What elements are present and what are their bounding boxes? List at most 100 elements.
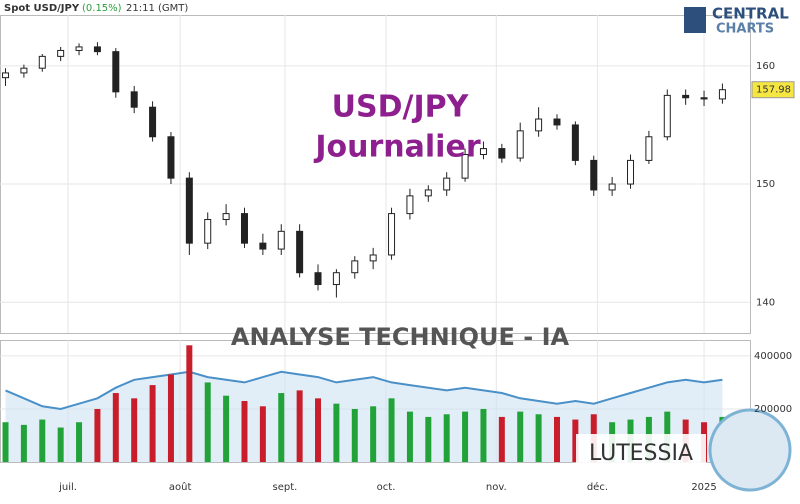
symbol: Spot USD/JPY xyxy=(4,3,80,14)
indicator-area xyxy=(5,371,723,462)
volume-bar xyxy=(517,411,524,462)
candle-body xyxy=(332,272,340,286)
candle-body xyxy=(461,153,469,179)
candle-body xyxy=(57,49,65,57)
volume-bar xyxy=(167,374,174,462)
logo-top: CENTRAL xyxy=(712,5,789,23)
x-tick-label: oct. xyxy=(377,482,396,493)
candle-body xyxy=(240,213,248,244)
candle-body xyxy=(627,159,635,185)
candle-body xyxy=(2,72,10,79)
volume-bar xyxy=(296,390,303,462)
volume-bar xyxy=(94,408,101,462)
candle-body xyxy=(296,230,304,274)
last-price-tag xyxy=(751,81,795,99)
candle-body xyxy=(718,89,726,100)
volume-bar xyxy=(315,398,322,462)
candle-body xyxy=(204,219,212,244)
candle-body xyxy=(93,46,101,53)
volume-bar xyxy=(572,419,579,462)
candle-body xyxy=(75,46,83,51)
candle-body xyxy=(130,91,138,108)
volume-bar xyxy=(39,419,46,462)
candle-body xyxy=(38,55,46,69)
volume-bar xyxy=(20,424,27,462)
y-tick-label: 150 xyxy=(756,179,775,190)
candle-body xyxy=(608,183,616,191)
candle-body xyxy=(222,213,230,221)
volume-bar xyxy=(223,395,230,462)
volume-bar xyxy=(406,411,413,462)
volume-bar xyxy=(2,422,9,462)
change: (0.15%) xyxy=(82,3,122,14)
volume-bar xyxy=(131,398,138,462)
candle-body xyxy=(20,67,28,74)
volume-bar xyxy=(112,393,119,462)
time: 21:11 (GMT) xyxy=(126,3,188,14)
overlay-title: USD/JPY xyxy=(332,90,470,125)
candle-body xyxy=(700,97,708,100)
candle-body xyxy=(369,254,377,262)
candle-body xyxy=(167,136,175,179)
candle-body xyxy=(682,94,690,99)
candle-body xyxy=(663,94,671,138)
volume-bar xyxy=(278,393,285,462)
candle-body xyxy=(314,272,322,286)
candle-body xyxy=(590,159,598,191)
candle-body xyxy=(535,118,543,132)
volume-tick-label: 400000 xyxy=(754,351,792,362)
x-tick-label: sept. xyxy=(273,482,298,493)
volume-bar xyxy=(241,401,248,462)
volume-bar xyxy=(498,416,505,462)
candle-body xyxy=(553,118,561,126)
x-tick-label: déc. xyxy=(587,481,608,493)
volume-bar xyxy=(76,422,83,462)
avatar xyxy=(708,408,792,492)
brand-box xyxy=(576,434,706,472)
brand: LUTESSIA xyxy=(589,441,693,466)
volume-tick-label: 200000 xyxy=(754,404,792,415)
x-tick-label: nov. xyxy=(486,482,507,493)
y-tick-label: 140 xyxy=(756,297,775,308)
x-tick-label: août xyxy=(169,481,192,493)
volume-bar xyxy=(535,414,542,462)
volume-bar xyxy=(204,382,211,462)
volume-bar xyxy=(388,398,395,462)
candle-body xyxy=(112,51,120,93)
indicator-line xyxy=(5,370,723,411)
volume-bar xyxy=(443,414,450,462)
candle-body xyxy=(516,130,524,159)
x-tick-label: juil. xyxy=(58,482,77,493)
volume-bar xyxy=(351,408,358,462)
volume-bar xyxy=(186,345,193,462)
volume-bar xyxy=(480,408,487,462)
candle-body xyxy=(277,230,285,250)
volume-bar xyxy=(149,385,156,462)
volume-bar xyxy=(425,416,432,462)
candle-body xyxy=(443,177,451,191)
candle-body xyxy=(498,148,506,159)
overlay-subtitle: Journalier xyxy=(313,130,480,165)
candle-body xyxy=(406,195,414,215)
volume-bar xyxy=(462,411,469,462)
y-tick-label: 160 xyxy=(756,61,775,72)
volume-bar xyxy=(553,416,560,462)
candle-body xyxy=(149,106,157,138)
candle-body xyxy=(259,242,267,250)
last-price-label: 157.98 xyxy=(756,85,791,96)
price-panel xyxy=(0,15,751,334)
candle-body xyxy=(479,148,487,155)
volume-bar xyxy=(259,406,266,462)
candle-body xyxy=(185,177,193,244)
candle-body xyxy=(388,213,396,256)
candle-body xyxy=(351,260,359,274)
candle-body xyxy=(571,124,579,161)
logo-bottom: CHARTS xyxy=(716,22,774,37)
analysis-label: ANALYSE TECHNIQUE - IA xyxy=(231,323,570,351)
candle-body xyxy=(645,136,653,161)
volume-bar xyxy=(57,427,64,462)
volume-bar xyxy=(370,406,377,462)
logo-icon xyxy=(684,7,706,33)
